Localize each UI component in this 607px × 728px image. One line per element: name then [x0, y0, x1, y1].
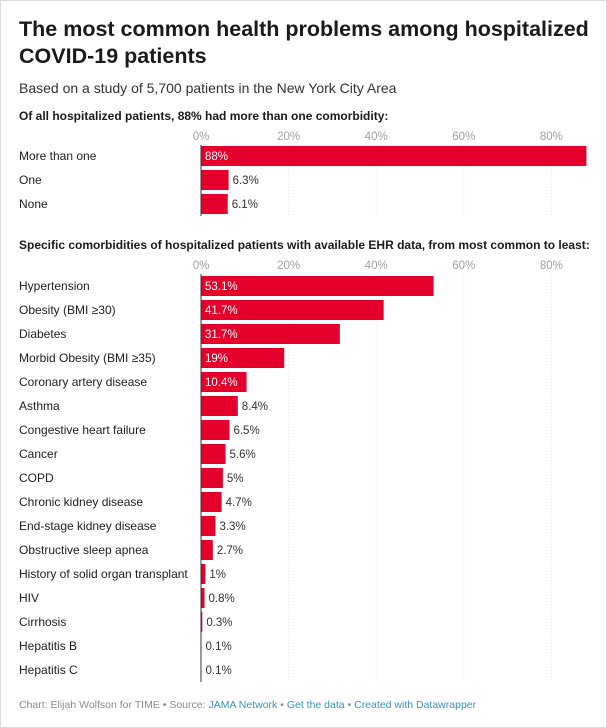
- category-label: Hepatitis C: [19, 663, 78, 677]
- footer-credit: Chart: Elijah Wolfson for TIME: [19, 699, 160, 711]
- bar: [201, 324, 340, 344]
- category-label: Obstructive sleep apnea: [19, 543, 149, 557]
- footer-source-label: Source:: [169, 699, 209, 711]
- x-tick-label: 40%: [365, 260, 388, 272]
- data-label: 0.3%: [206, 617, 232, 629]
- category-label: More than one: [19, 149, 97, 163]
- data-label: 0.8%: [209, 593, 235, 605]
- data-label: 6.1%: [232, 199, 258, 211]
- bar: [201, 492, 222, 512]
- bar: [201, 396, 238, 416]
- category-label: Coronary artery disease: [19, 375, 147, 389]
- category-label: COPD: [19, 471, 54, 485]
- data-label: 3.3%: [219, 521, 245, 533]
- category-label: Cirrhosis: [19, 615, 66, 629]
- x-tick-label: 20%: [277, 260, 300, 272]
- bar: [201, 444, 226, 464]
- data-label: 5%: [227, 473, 244, 485]
- bar: [201, 348, 285, 368]
- data-label: 19%: [205, 353, 228, 365]
- x-tick-label: 60%: [452, 131, 475, 143]
- bar: [201, 516, 216, 536]
- footer-separator: •: [344, 699, 355, 711]
- x-tick-label: 60%: [452, 260, 475, 272]
- bar: [201, 276, 434, 296]
- chart-footer: Chart: Elijah Wolfson for TIME • Source:…: [19, 699, 476, 711]
- data-label: 1%: [209, 569, 226, 581]
- x-tick-label: 0%: [193, 260, 210, 272]
- chart-subtitle: Based on a study of 5,700 patients in th…: [19, 80, 397, 96]
- category-label: Hepatitis B: [19, 639, 77, 653]
- data-label: 4.7%: [226, 497, 252, 509]
- category-label: History of solid organ transplant: [19, 567, 188, 581]
- bar: [201, 170, 229, 190]
- data-label: 53.1%: [205, 281, 238, 293]
- x-tick-label: 80%: [540, 131, 563, 143]
- footer-separator: •: [159, 699, 170, 711]
- data-label: 31.7%: [205, 329, 238, 341]
- bar: [201, 420, 230, 440]
- data-label: 88%: [205, 151, 228, 163]
- bar: [201, 300, 384, 320]
- footer-separator: •: [277, 699, 287, 711]
- bar: [201, 146, 587, 166]
- bar: [201, 194, 228, 214]
- chart-title: The most common health problems among ho…: [19, 17, 589, 68]
- category-label: End-stage kidney disease: [19, 519, 157, 533]
- bar: [201, 588, 205, 608]
- category-label: None: [19, 197, 48, 211]
- data-label: 5.6%: [230, 449, 256, 461]
- x-tick-label: 80%: [540, 260, 563, 272]
- data-label: 2.7%: [217, 545, 243, 557]
- get-data-link[interactable]: Get the data: [286, 699, 345, 711]
- category-label: Asthma: [19, 399, 60, 413]
- data-label: 0.1%: [206, 641, 232, 653]
- data-label: 6.5%: [233, 425, 259, 437]
- category-label: Chronic kidney disease: [19, 495, 143, 509]
- category-label: Morbid Obesity (BMI ≥35): [19, 351, 156, 365]
- data-label: 0.1%: [206, 665, 232, 677]
- data-label: 6.3%: [233, 175, 259, 187]
- category-label: Diabetes: [19, 327, 66, 341]
- bar: [201, 564, 206, 584]
- category-label: Cancer: [19, 447, 58, 461]
- data-label: 8.4%: [242, 401, 268, 413]
- bar: [201, 468, 223, 488]
- section-title-comorbidity-count: Of all hospitalized patients, 88% had mo…: [19, 109, 389, 123]
- bar: [201, 372, 247, 392]
- datawrapper-link[interactable]: Created with Datawrapper: [354, 699, 477, 711]
- category-label: Congestive heart failure: [19, 423, 146, 437]
- x-tick-label: 20%: [277, 131, 300, 143]
- category-label: Hypertension: [19, 279, 90, 293]
- x-tick-label: 40%: [365, 131, 388, 143]
- bar: [201, 540, 213, 560]
- source-link[interactable]: JAMA Network: [208, 699, 278, 711]
- data-label: 41.7%: [205, 305, 238, 317]
- section-title-specific-comorbidities: Specific comorbidities of hospitalized p…: [19, 238, 590, 252]
- data-label: 10.4%: [205, 377, 238, 389]
- bar: [201, 612, 203, 632]
- category-label: One: [19, 173, 42, 187]
- category-label: HIV: [19, 591, 39, 605]
- category-label: Obesity (BMI ≥30): [19, 303, 116, 317]
- x-tick-label: 0%: [193, 131, 210, 143]
